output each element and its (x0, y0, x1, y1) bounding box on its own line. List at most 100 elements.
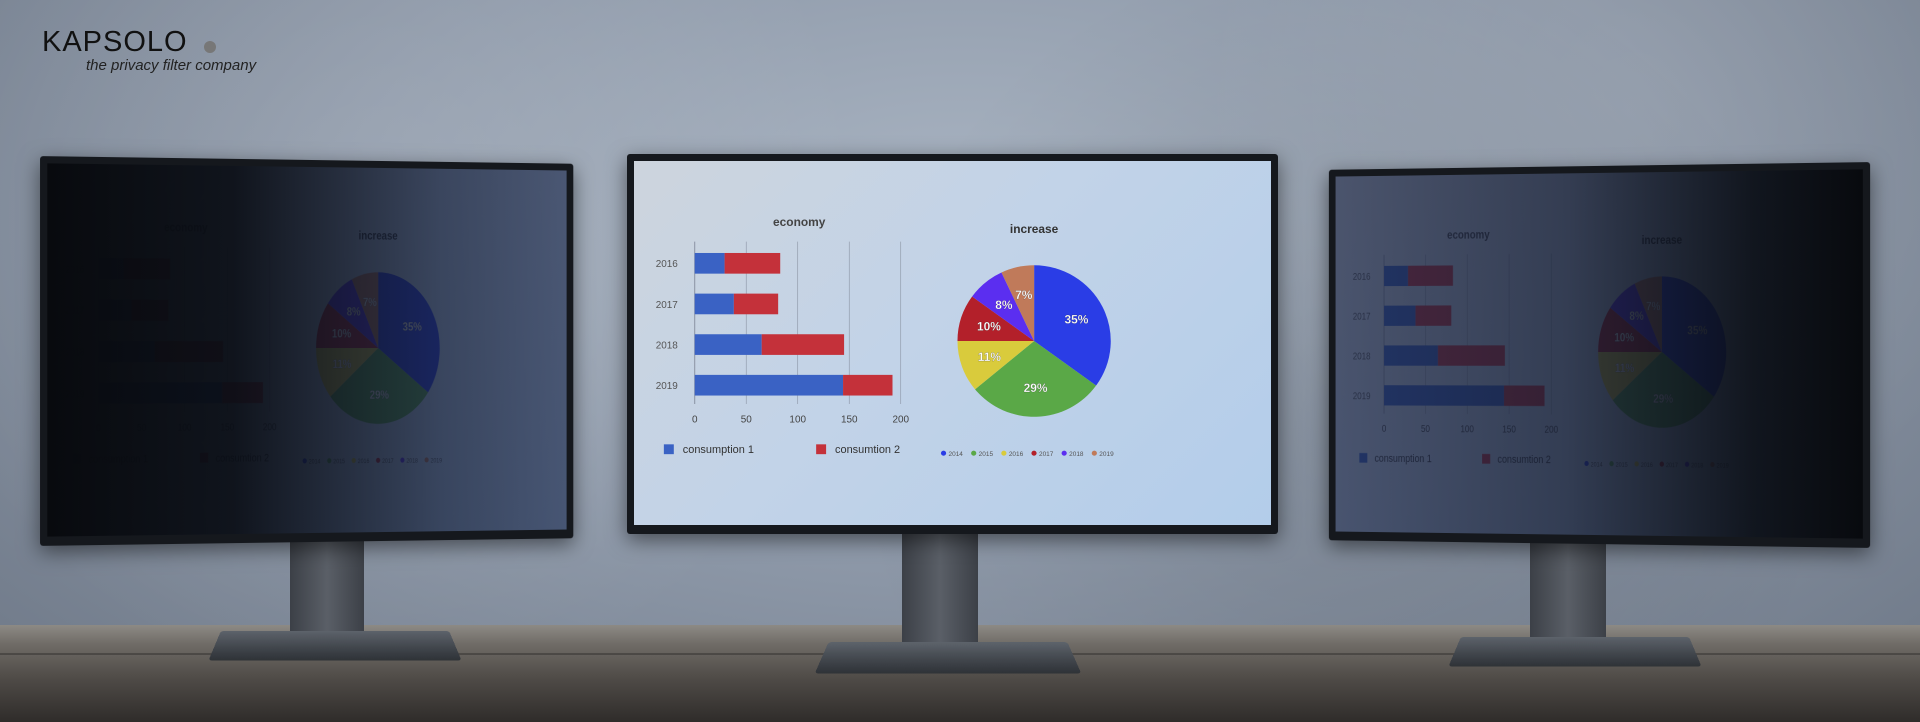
pie-legend-dot (1710, 461, 1715, 468)
legend-label: consumtion 2 (835, 444, 900, 456)
right-screen: economy 0 50 100 150 200 2016 2017 2018 2019 consu… (1335, 169, 1863, 539)
y-tick-label: 2017 (66, 305, 85, 316)
pie-legend-label: 2015 (333, 459, 345, 466)
pie-data-label: 29% (1024, 381, 1048, 395)
x-tick-label: 100 (178, 422, 192, 433)
pie-legend-label: 2017 (382, 459, 394, 466)
bar-2019-series-1 (98, 382, 223, 404)
pie-data-label: 8% (347, 306, 361, 319)
pie-legend-dot (1091, 450, 1097, 456)
left-screen-charts: economy 0 50 100 150 200 2016 2017 2018 2019 consu… (66, 221, 442, 466)
bar-2018-series-1 (1384, 345, 1438, 366)
x-tick-label: 50 (137, 422, 146, 433)
pie-data-label: 35% (1687, 325, 1707, 338)
logo-name: KAPSOLO (42, 26, 188, 58)
x-tick-label: 100 (789, 415, 806, 426)
pie-legend-label: 2018 (1069, 451, 1084, 458)
legend-label: consumption 1 (683, 444, 754, 456)
pie-legend-dot (1659, 461, 1664, 467)
bar-chart-title: economy (1447, 229, 1490, 242)
pie-legend-label: 2015 (979, 451, 994, 458)
pie-data-label: 7% (1646, 300, 1661, 313)
pie-legend-label: 2016 (1641, 463, 1653, 470)
pie-slice-2015 (975, 341, 1097, 417)
y-tick-label: 2018 (1353, 351, 1371, 362)
pie-legend-dot (376, 457, 381, 463)
right-monitor-base (1448, 636, 1702, 667)
legend-swatch (199, 452, 209, 463)
pie-legend-dot (1584, 460, 1589, 467)
x-tick-label: 200 (1544, 424, 1558, 435)
pie-legend-label: 2018 (406, 459, 418, 466)
right-screen-charts: economy 0 50 100 150 200 2016 2017 2018 2019 consu… (1353, 229, 1729, 470)
center-monitor: economy 0 50 100 150 200 2016 2017 2018 2019 consu… (627, 154, 1278, 534)
pie-data-label: 7% (363, 296, 377, 309)
x-tick-label: 200 (892, 415, 909, 426)
y-tick-label: 2018 (656, 341, 679, 352)
pie-legend-label: 2014 (1591, 462, 1604, 469)
bar-2016-series-2 (724, 252, 781, 274)
bar-2016-series-1 (98, 258, 124, 280)
legend-label: consumption 1 (1374, 453, 1431, 465)
pie-data-label: 35% (1065, 313, 1089, 327)
center-monitor-base (814, 642, 1082, 674)
pie-legend-label: 2018 (1691, 463, 1703, 470)
pie-data-label: 7% (1015, 288, 1033, 302)
pie-slice-2019 (1001, 265, 1035, 342)
y-tick-label: 2017 (1353, 311, 1371, 322)
x-tick-label: 150 (841, 415, 858, 426)
x-tick-label: 200 (263, 422, 277, 433)
x-tick-label: 50 (741, 415, 753, 426)
pie-data-label: 10% (1614, 332, 1634, 345)
pie-legend-dot (327, 458, 332, 464)
bar-2019-series-2 (843, 374, 893, 396)
bar-chart-title: economy (164, 221, 208, 235)
pie-slice-2014 (1034, 265, 1111, 386)
pie-legend-label: 2014 (949, 451, 964, 458)
bar-2016-series-1 (694, 252, 725, 274)
y-tick-label: 2019 (66, 388, 85, 399)
pie-legend-label: 2019 (431, 458, 442, 465)
pie-legend-label: 2019 (1717, 463, 1729, 470)
pie-data-label: 11% (1615, 362, 1635, 375)
pie-slice-2016 (957, 341, 1035, 390)
legend-label: consumtion 2 (1498, 454, 1551, 466)
pie-data-label: 8% (995, 298, 1013, 312)
y-tick-label: 2016 (1353, 271, 1371, 282)
pie-legend-label: 2017 (1666, 463, 1678, 470)
pie-legend-dot (351, 457, 356, 464)
legend-swatch (1482, 453, 1491, 464)
logo-tagline: the privacy filter company (86, 57, 257, 74)
bar-2018-series-1 (98, 341, 155, 363)
y-tick-label: 2016 (66, 264, 85, 275)
x-tick-label: 50 (1421, 424, 1430, 435)
pie-data-label: 11% (978, 350, 1002, 364)
pie-legend-label: 2014 (309, 459, 321, 466)
pie-legend-dot (1001, 450, 1007, 456)
bar-2016-series-2 (1408, 265, 1453, 287)
x-tick-label: 150 (1502, 424, 1516, 435)
legend-label: consumption 1 (88, 453, 148, 466)
bar-2017-series-1 (694, 293, 734, 315)
pie-legend-label: 2019 (1099, 451, 1114, 458)
legend-swatch (72, 453, 81, 464)
pie-chart-title: increase (1010, 222, 1059, 236)
right-monitor: economy 0 50 100 150 200 2016 2017 2018 2019 consu… (1328, 162, 1871, 548)
left-monitor-base (208, 630, 462, 661)
y-tick-label: 2018 (66, 347, 85, 358)
pie-legend-dot (1609, 461, 1614, 467)
right-monitor-stand (1530, 530, 1606, 642)
bar-2017-series-2 (733, 293, 779, 315)
pie-legend-dot (1031, 450, 1037, 456)
pie-data-label: 11% (333, 358, 352, 371)
x-tick-label: 0 (692, 415, 698, 426)
pie-data-label: 10% (332, 328, 352, 341)
logo-dot-icon (203, 40, 216, 53)
bar-2018-series-2 (1437, 345, 1505, 366)
pie-legend-label: 2016 (358, 459, 370, 466)
bar-2019-series-2 (1504, 385, 1545, 407)
left-screen: economy 0 50 100 150 200 2016 2017 2018 2019 consu… (47, 163, 567, 537)
left-monitor: economy 0 50 100 150 200 2016 2017 2018 2019 consu… (40, 156, 574, 546)
y-tick-label: 2019 (1353, 391, 1371, 402)
x-tick-label: 100 (1460, 424, 1473, 435)
